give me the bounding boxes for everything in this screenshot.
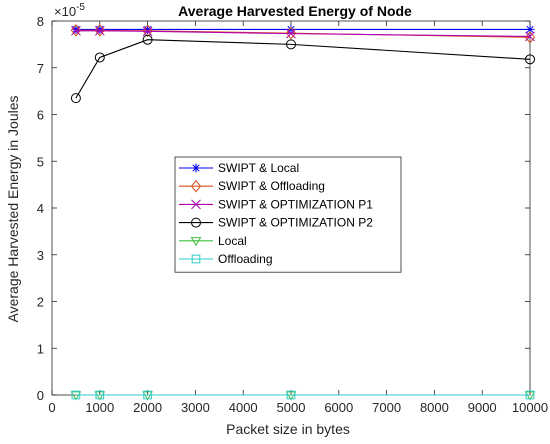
legend-entry: SWIPT & OPTIMIZATION P2 [218,216,373,230]
x-tick-label: 6000 [324,400,353,415]
data-point [286,28,296,39]
x-axis-label: Packet size in bytes [226,421,350,437]
data-point [525,390,535,400]
legend-box [174,156,402,273]
data-point [524,391,536,401]
data-point [525,24,535,34]
legend-entry: SWIPT & Local [218,161,299,175]
y-exponent-power: -5 [76,2,85,13]
data-point [142,34,153,45]
y-tick-label: 4 [37,201,44,216]
data-point [286,39,296,50]
legend-entry: SWIPT & OPTIMIZATION P1 [218,197,373,211]
x-tick-label: 3000 [181,400,210,415]
series-line [75,39,531,99]
y-tick-label: 1 [37,341,44,356]
legend-entry: SWIPT & Offloading [218,179,325,193]
legend-entry: Offloading [218,252,273,266]
data-point [71,25,81,36]
data-point [143,24,153,34]
legend-entry: Local [218,234,247,248]
legend-marker [191,254,201,264]
legend-marker [191,217,201,228]
data-point [95,24,105,34]
legend-marker [191,163,201,173]
legend-marker [190,179,202,193]
x-tick-label: 5000 [277,400,306,415]
data-point [142,26,153,37]
data-point [71,24,81,34]
x-tick-label: 1000 [85,400,114,415]
x-tick-label: 4000 [229,400,258,415]
chart-title: Average Harvested Energy of Node [178,3,412,19]
x-tick-label: 9000 [468,400,497,415]
data-point [70,391,82,401]
data-point [70,93,81,104]
y-exponent: ×10-5 [54,2,85,19]
x-tick-label: 8000 [420,400,449,415]
x-tick-label: 0 [48,400,55,415]
plot-area: 0 1000 2000 3000 4000 5000 6000 7000 8000 9000 100… [37,14,548,415]
y-tick-label: 2 [37,295,44,310]
data-point [285,391,297,401]
y-tick-label: 0 [37,388,44,403]
data-point [95,390,105,400]
legend-marker [190,237,202,247]
data-point [71,390,81,400]
data-point [524,31,536,44]
y-axis-label: Average Harvested Energy in Joules [5,96,21,323]
x-tick-label: 7000 [372,400,401,415]
data-point [286,24,296,34]
data-point [143,390,152,400]
y-tick-label: 3 [37,248,44,263]
x-tick-label: 10000 [512,400,548,415]
data-point [142,391,153,401]
data-point [286,390,296,400]
y-tick-label: 8 [37,14,44,29]
x-tick-label: 2000 [133,400,162,415]
data-point [525,54,535,65]
series-line [75,30,531,37]
legend-marker [191,199,201,210]
legend: SWIPT & Local SWIPT & Offloading SWIPT & O… [174,156,402,273]
y-exponent-base: ×10 [54,4,76,19]
data-point [94,391,106,401]
y-tick-label: 7 [37,61,44,76]
y-tick-label: 6 [37,108,44,123]
data-point [94,25,105,36]
data-point [525,31,535,42]
y-tick-label: 5 [37,154,44,169]
data-point [94,52,105,63]
